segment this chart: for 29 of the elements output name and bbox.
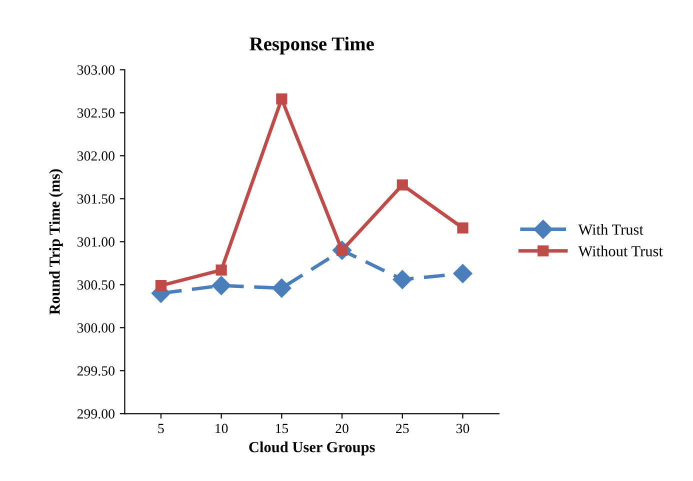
x-axis-title: Cloud User Groups (249, 442, 375, 456)
chart-title: Response Time (250, 36, 374, 54)
x-tick-label: 15 (276, 424, 288, 434)
y-tick-label: 299.00 (77, 409, 114, 419)
point (272, 278, 292, 298)
y-tick-label: 300.50 (77, 280, 114, 290)
x-tick-label: 25 (396, 424, 409, 434)
y-tick-label: 302.50 (77, 108, 114, 118)
y-axis-title: Round Trip Time (ms) (49, 169, 63, 315)
y-tick-label: 301.00 (77, 237, 114, 247)
point (453, 264, 472, 284)
point (392, 270, 412, 290)
legend-label: Without Trust (578, 246, 663, 256)
y-tick-label: 303.00 (77, 65, 114, 75)
point (276, 93, 288, 105)
legend-label: With Trust (578, 224, 644, 235)
y-tick-label: 300.00 (77, 323, 114, 333)
point (396, 179, 408, 191)
x-tick-label: 20 (336, 424, 348, 434)
y-tick-label: 301.50 (77, 194, 114, 204)
point (216, 264, 227, 276)
y-tick-label: 299.50 (77, 366, 114, 376)
point (212, 276, 231, 296)
x-tick-label: 30 (456, 424, 470, 434)
x-tick-label: 10 (216, 424, 228, 434)
point (155, 280, 167, 292)
point (457, 222, 468, 234)
y-tick-label: 302.00 (77, 151, 114, 161)
x-tick-label: 5 (158, 424, 164, 434)
